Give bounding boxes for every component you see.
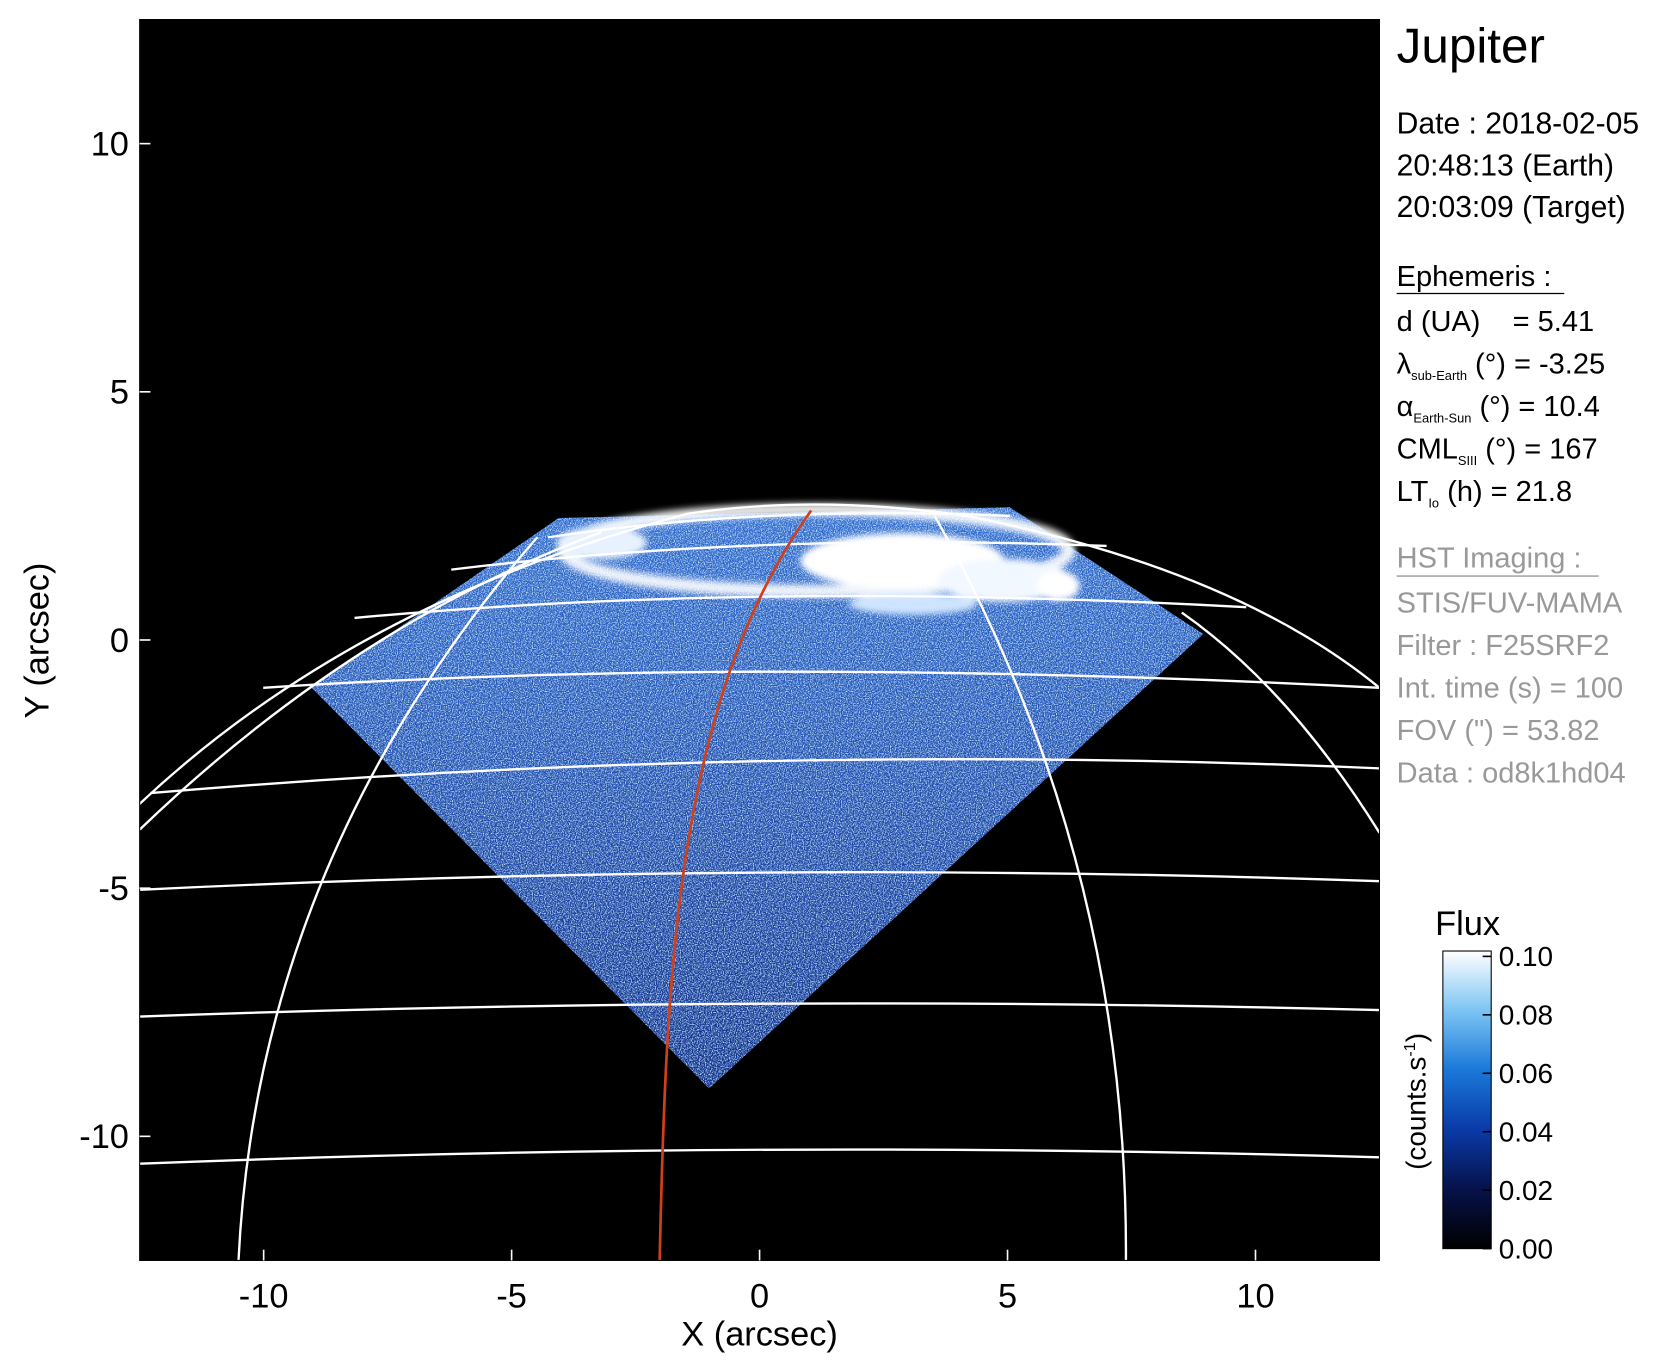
x-tick-label: 10 (1236, 1278, 1274, 1316)
colorbar-tick-label: 0.06 (1499, 1058, 1553, 1089)
date-line: 20:48:13 (Earth) (1397, 149, 1614, 182)
ephemeris-title: Ephemeris : (1397, 261, 1552, 293)
ephemeris-symbol: α (1397, 391, 1414, 423)
ephemeris-row: LTIo (h) = 21.8 (1397, 476, 1572, 510)
x-tick-label: 5 (998, 1278, 1017, 1316)
hst-line: FOV (") = 53.82 (1397, 715, 1600, 747)
x-tick-label: -5 (496, 1278, 527, 1316)
date-line: Date : 2018-02-05 (1397, 107, 1639, 140)
ephemeris-symbol: CML (1397, 433, 1458, 465)
noise (311, 507, 1204, 1089)
ephemeris-sub: Earth-Sun (1413, 410, 1471, 425)
ephemeris-row: λsub-Earth (°) = -3.25 (1397, 349, 1605, 383)
hst-line: Int. time (s) = 100 (1397, 672, 1623, 704)
unit-text: (counts.s (1401, 1057, 1432, 1170)
x-axis-label: X (arcsec) (681, 1315, 838, 1353)
hst-line: Filter : F25SRF2 (1397, 630, 1610, 662)
y-tick-label: 0 (110, 622, 129, 660)
y-axis-label: Y (arcsec) (18, 563, 56, 719)
colorbar-title: Flux (1435, 905, 1500, 943)
ephemeris-sub: Io (1428, 495, 1439, 510)
target-title: Jupiter (1397, 19, 1545, 74)
ephemeris-value: (°) = 167 (1477, 433, 1597, 465)
ephemeris-sub: SIII (1458, 453, 1477, 468)
aurora (556, 503, 1080, 615)
ephemeris-symbol: LT (1397, 476, 1429, 508)
unit-sup: -1 (1401, 1042, 1419, 1056)
planet-grid (139, 503, 1380, 1261)
y-tick-label: -10 (79, 1118, 129, 1156)
unit-close: ) (1401, 1033, 1432, 1042)
colorbar-tick-label: 0.00 (1499, 1233, 1553, 1264)
colorbar-unit: (counts.s-1) (1401, 1033, 1432, 1170)
hst-line: STIS/FUV-MAMA (1397, 588, 1623, 620)
ephemeris-value: (°) = -3.25 (1467, 349, 1605, 381)
ephemeris-symbol: λ (1397, 349, 1412, 381)
colorbar-tick-label: 0.04 (1499, 1116, 1553, 1147)
ephemeris-row: CMLSIII (°) = 167 (1397, 433, 1598, 467)
colorbar-tick-label: 0.02 (1499, 1175, 1553, 1206)
x-tick-label: 0 (750, 1278, 769, 1316)
colorbar-tick-label: 0.10 (1499, 941, 1553, 972)
hst-line: Data : od8k1hd04 (1397, 757, 1626, 789)
ephemeris-value: (h) = 21.8 (1439, 476, 1572, 508)
x-tick-label: -10 (239, 1278, 289, 1316)
date-line: 20:03:09 (Target) (1397, 191, 1626, 224)
image-panel (139, 19, 1380, 1261)
y-tick-label: 10 (91, 125, 129, 163)
y-tick-label: 5 (110, 374, 129, 412)
ephemeris-row: αEarth-Sun (°) = 10.4 (1397, 391, 1600, 425)
hst-title: HST Imaging : (1397, 542, 1582, 574)
ephemeris-symbol: d (UA) = 5.41 (1397, 306, 1594, 338)
trajectory (658, 509, 813, 1261)
colorbar-tick-label: 0.08 (1499, 1000, 1553, 1031)
y-tick-label: -5 (98, 870, 129, 908)
ephemeris-row: d (UA) = 5.41 (1397, 306, 1594, 338)
ephemeris-value: (°) = 10.4 (1471, 391, 1599, 423)
ephemeris-sub: sub-Earth (1411, 368, 1467, 383)
colorbar (1442, 950, 1492, 1250)
